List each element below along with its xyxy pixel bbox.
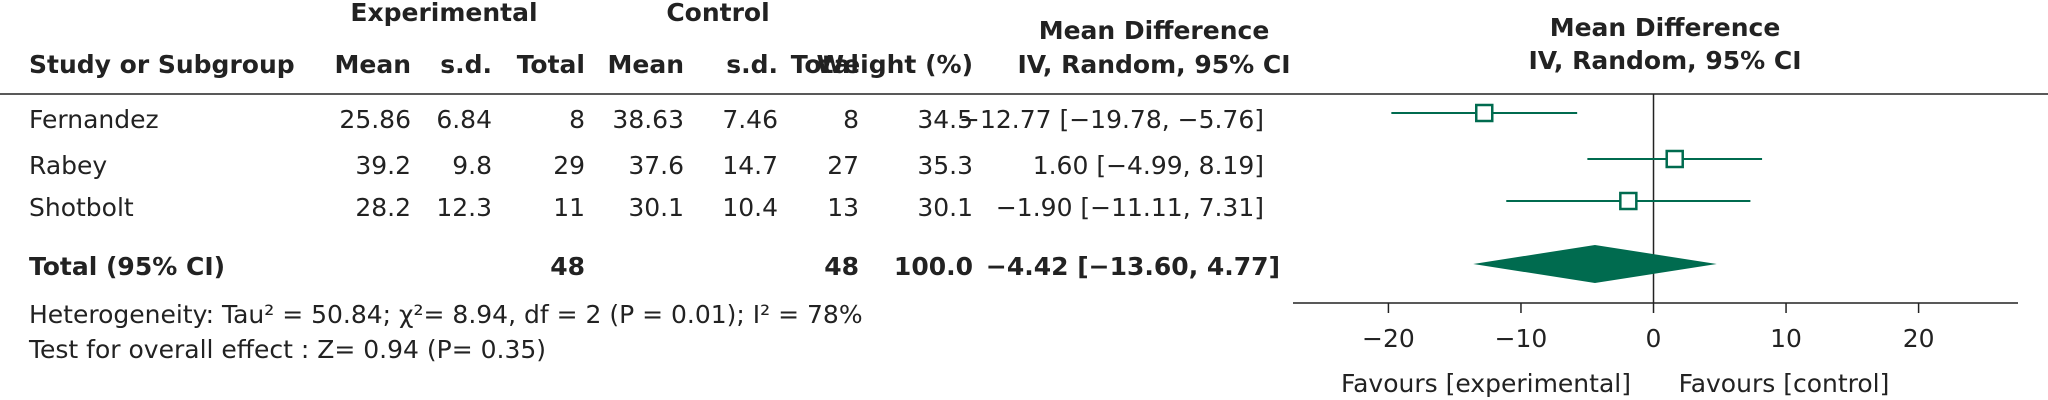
table-cell: 48: [550, 252, 585, 281]
table-cell: 30.1: [917, 193, 973, 222]
table-cell: 9.8: [452, 151, 492, 180]
group-header: Experimental: [350, 0, 537, 27]
table-cell: 8: [843, 105, 859, 134]
table-cell: 100.0: [894, 252, 973, 281]
x-tick-label: 0: [1646, 324, 1662, 353]
table-cell: 10.4: [722, 193, 778, 222]
column-header: Mean: [607, 50, 684, 79]
point-estimate: [1665, 149, 1684, 169]
table-cell: 27: [827, 151, 859, 180]
x-tick-label: 10: [1770, 324, 1802, 353]
table-cell: 6.84: [436, 105, 492, 134]
study-name: Fernandez: [29, 105, 159, 134]
table-cell: 29: [553, 151, 585, 180]
point-estimate: [1619, 191, 1638, 211]
table-cell: 7.46: [722, 105, 778, 134]
total-label: Total (95% CI): [29, 252, 225, 281]
table-cell: 25.86: [339, 105, 411, 134]
table-cell: 38.63: [612, 105, 684, 134]
study-name: Shotbolt: [29, 193, 134, 222]
favours-label: Favours [control]: [1679, 369, 1890, 398]
column-header: Total: [517, 50, 585, 79]
plot-title: Mean Difference: [1550, 13, 1781, 42]
x-tick-label: 20: [1903, 324, 1935, 353]
pooled-diamond: [1473, 245, 1717, 283]
column-header: Mean Difference: [1039, 16, 1270, 45]
study-name: Rabey: [29, 151, 107, 180]
column-header: s.d.: [440, 50, 492, 79]
x-tick-label: −10: [1495, 324, 1548, 353]
table-cell: 30.1: [628, 193, 684, 222]
table-cell: 48: [824, 252, 859, 281]
group-header: Control: [666, 0, 769, 27]
favours-label: Favours [experimental]: [1341, 369, 1631, 398]
heterogeneity-text: Heterogeneity: Tau² = 50.84; χ²= 8.94, d…: [29, 300, 863, 329]
table-cell: 8: [569, 105, 585, 134]
table-cell: 34.5: [917, 105, 973, 134]
md-label: −12.77 [−19.78, −5.76]: [959, 105, 1264, 134]
column-header: Study or Subgroup: [29, 50, 295, 79]
table-cell: 35.3: [917, 151, 973, 180]
table-cell: 28.2: [355, 193, 411, 222]
overall-effect-text: Test for overall effect : Z= 0.94 (P= 0.…: [28, 335, 546, 364]
table-cell: 12.3: [436, 193, 492, 222]
table-cell: 11: [553, 193, 585, 222]
table-cell: 13: [827, 193, 859, 222]
table-cell: 39.2: [355, 151, 411, 180]
column-header: Mean: [334, 50, 411, 79]
md-label: −4.42 [−13.60, 4.77]: [986, 252, 1280, 281]
column-header: IV, Random, 95% CI: [1017, 50, 1290, 79]
column-header: Weight (%): [817, 50, 973, 79]
column-header: Total: [791, 50, 859, 79]
plot-title: IV, Random, 95% CI: [1528, 46, 1801, 75]
md-label: 1.60 [−4.99, 8.19]: [1033, 151, 1264, 180]
x-tick-label: −20: [1362, 324, 1415, 353]
point-estimate: [1475, 103, 1494, 123]
column-header: s.d.: [726, 50, 778, 79]
table-cell: 37.6: [628, 151, 684, 180]
table-cell: 14.7: [722, 151, 778, 180]
md-label: −1.90 [−11.11, 7.31]: [996, 193, 1264, 222]
